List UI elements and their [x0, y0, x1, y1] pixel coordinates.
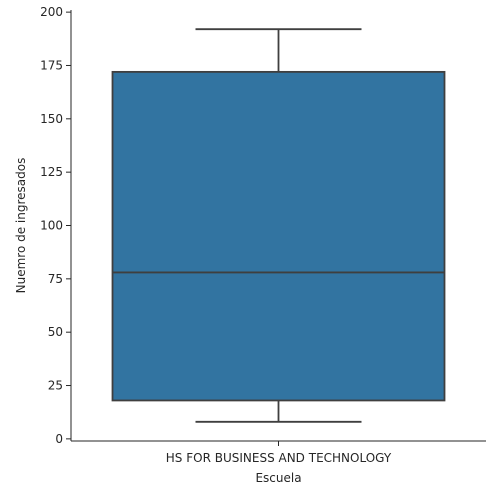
y-tick-label: 175 — [40, 58, 63, 72]
box-iqr — [113, 72, 445, 401]
box-group — [113, 29, 445, 422]
y-tick-label: 100 — [40, 219, 63, 233]
y-axis-label: Nuemro de ingresados — [14, 158, 28, 294]
x-tick-label: HS FOR BUSINESS AND TECHNOLOGY — [166, 451, 392, 465]
y-tick-label: 0 — [55, 432, 63, 446]
y-tick-label: 200 — [40, 5, 63, 19]
y-tick-label: 150 — [40, 112, 63, 126]
x-axis-label: Escuela — [255, 471, 301, 485]
y-tick-label: 125 — [40, 165, 63, 179]
y-tick-label: 50 — [48, 325, 63, 339]
y-axis-ticks: 0 25 50 75 100 125 150 175 200 — [40, 5, 71, 446]
y-tick-label: 75 — [48, 272, 63, 286]
y-tick-label: 25 — [48, 379, 63, 393]
x-axis-ticks: HS FOR BUSINESS AND TECHNOLOGY — [166, 441, 392, 465]
plot-area — [113, 29, 445, 422]
